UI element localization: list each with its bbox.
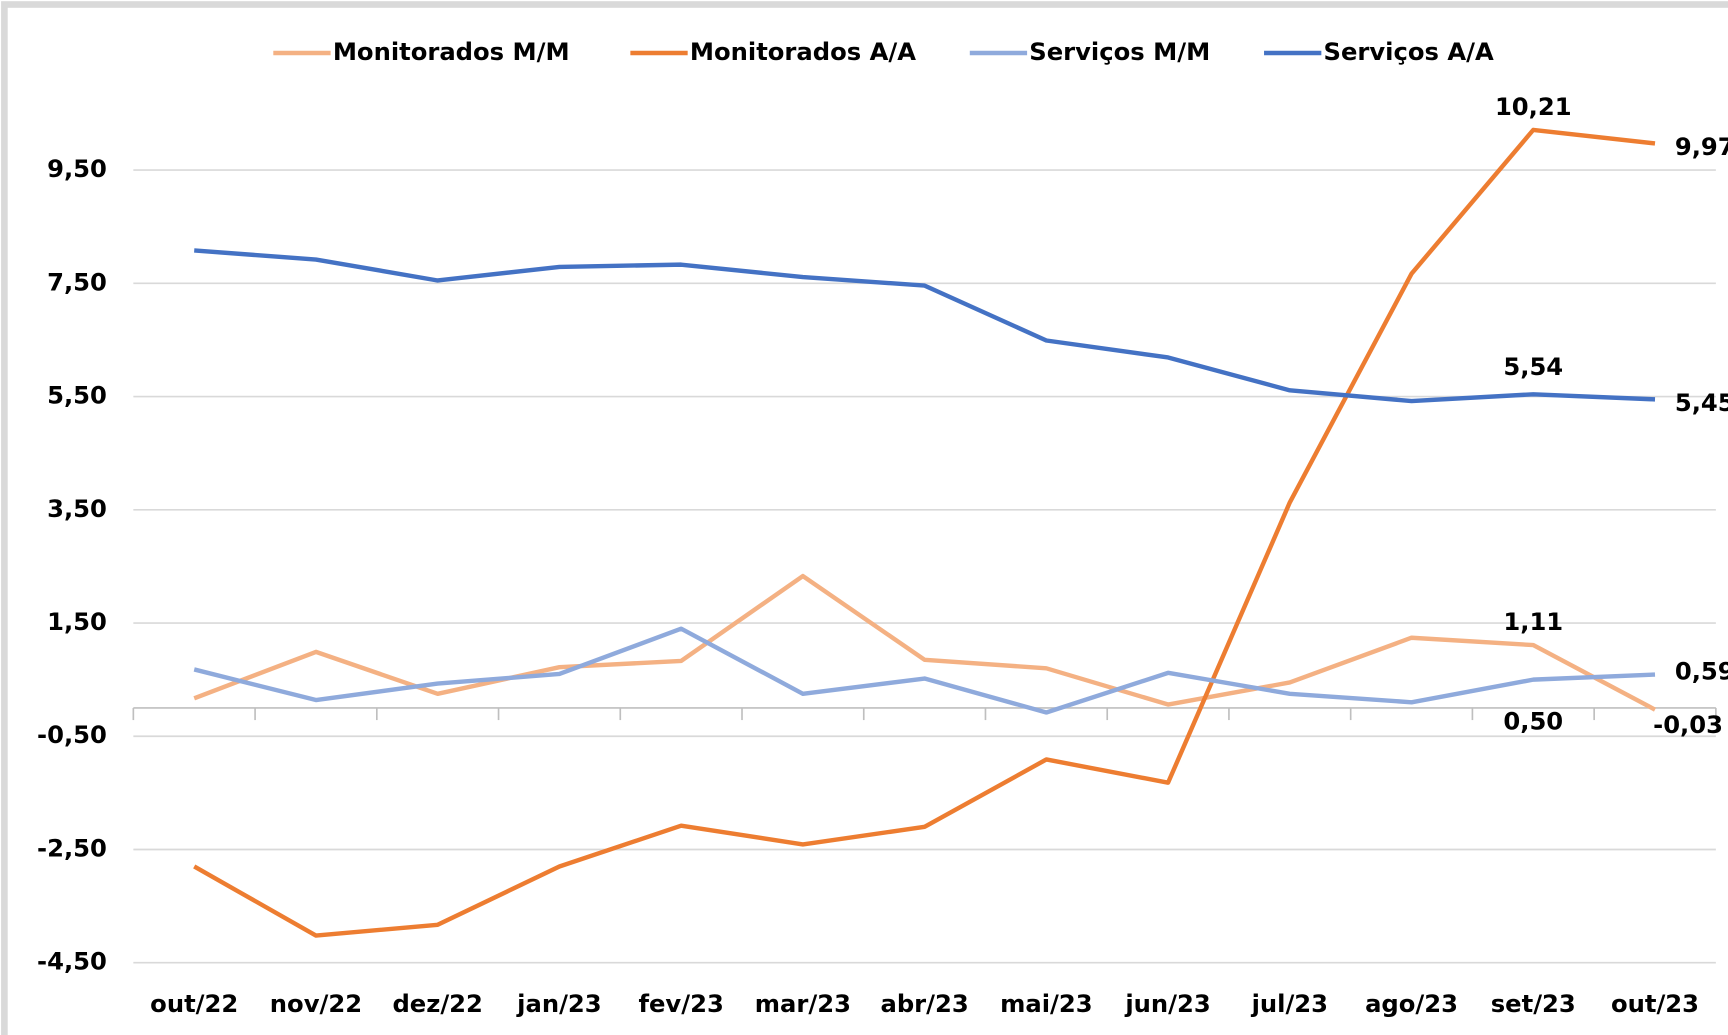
y-tick-label: -0,50 bbox=[37, 720, 107, 749]
y-tick-label: -2,50 bbox=[37, 833, 107, 862]
x-tick-label: mar/23 bbox=[755, 989, 851, 1018]
legend-label: Monitorados A/A bbox=[690, 37, 916, 66]
x-tick-label: dez/22 bbox=[392, 989, 482, 1018]
x-tick-label: fev/23 bbox=[638, 989, 723, 1018]
x-tick-label: mai/23 bbox=[1000, 989, 1092, 1018]
x-tick-label: set/23 bbox=[1491, 989, 1576, 1018]
data-label: 0,59 bbox=[1675, 656, 1728, 685]
x-tick-label: out/23 bbox=[1611, 989, 1699, 1018]
x-tick-label: out/22 bbox=[150, 989, 238, 1018]
y-tick-label: 7,50 bbox=[47, 267, 107, 296]
x-tick-label: jun/23 bbox=[1124, 989, 1210, 1018]
legend-label: Serviços A/A bbox=[1324, 37, 1494, 66]
data-label: 5,54 bbox=[1503, 352, 1563, 381]
legend-label: Serviços M/M bbox=[1029, 37, 1210, 66]
legend-label: Monitorados M/M bbox=[333, 37, 570, 66]
x-tick-label: ago/23 bbox=[1365, 989, 1458, 1018]
y-tick-label: -4,50 bbox=[37, 947, 107, 976]
y-tick-label: 3,50 bbox=[47, 494, 107, 523]
y-tick-label: 1,50 bbox=[47, 607, 107, 636]
data-label: 10,21 bbox=[1495, 92, 1572, 121]
x-tick-label: abr/23 bbox=[880, 989, 968, 1018]
series-line bbox=[193, 127, 1656, 938]
x-tick-label: nov/22 bbox=[270, 989, 362, 1018]
x-tick-label: jan/23 bbox=[516, 989, 602, 1018]
data-label: 5,45 bbox=[1675, 388, 1728, 417]
data-label: -0,03 bbox=[1653, 710, 1723, 739]
series-line bbox=[193, 573, 1657, 712]
series-line bbox=[194, 248, 1656, 404]
y-tick-label: 9,50 bbox=[47, 154, 107, 183]
data-label: 1,11 bbox=[1503, 607, 1563, 636]
x-tick-label: jul/23 bbox=[1251, 989, 1328, 1018]
data-label: 9,97 bbox=[1675, 132, 1728, 161]
series-line bbox=[193, 626, 1656, 715]
data-label: 0,50 bbox=[1503, 707, 1563, 736]
y-tick-label: 5,50 bbox=[47, 381, 107, 410]
